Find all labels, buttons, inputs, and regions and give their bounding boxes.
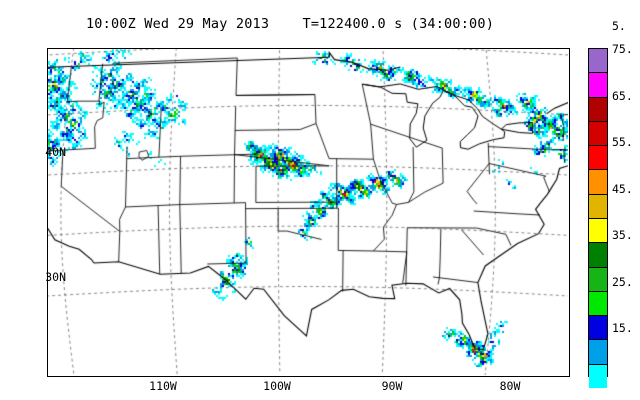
colorbar-band-75 <box>589 49 607 74</box>
colorbar-tick-55: 55. <box>612 135 633 150</box>
colorbar-tick-75: 75. <box>612 42 633 56</box>
ytick-label-30n: 30N <box>45 270 66 284</box>
colorbar-tick-15: 15. <box>612 321 633 336</box>
colorbar-tick-65: 65. <box>612 88 633 103</box>
colorbar-band-70 <box>589 73 607 98</box>
colorbar-tick-5: 5. <box>612 18 626 33</box>
colorbar-tick-35: 35. <box>612 228 633 243</box>
colorbar-band-55 <box>589 146 607 171</box>
colorbar-band-20 <box>589 316 607 341</box>
xtick-label-90w: 90W <box>381 379 403 393</box>
colorbar-band-10 <box>589 364 607 388</box>
ytick-label-40n: 40N <box>45 145 66 159</box>
xtick-label-100w: 100W <box>263 379 291 393</box>
colorbar-band-45 <box>589 194 607 219</box>
colorbar-tick-25: 25. <box>612 274 633 289</box>
map-plot-area <box>47 48 570 377</box>
xtick-label-110w: 110W <box>149 379 177 393</box>
reflectivity-colorbar <box>588 48 608 388</box>
colorbar-band-60 <box>589 121 607 147</box>
colorbar-band-65 <box>589 97 607 122</box>
figure-title: 10:00Z Wed 29 May 2013 T=122400.0 s (34:… <box>85 16 495 32</box>
reflectivity-map-canvas <box>48 49 568 375</box>
colorbar-band-50 <box>589 170 607 195</box>
colorbar-band-40 <box>589 218 607 244</box>
colorbar-band-25 <box>589 291 607 317</box>
colorbar-band-15 <box>589 340 607 365</box>
colorbar-band-35 <box>589 243 607 268</box>
colorbar-tick-45: 45. <box>612 181 633 196</box>
colorbar-band-30 <box>589 267 607 292</box>
xtick-label-80w: 80W <box>499 379 521 393</box>
